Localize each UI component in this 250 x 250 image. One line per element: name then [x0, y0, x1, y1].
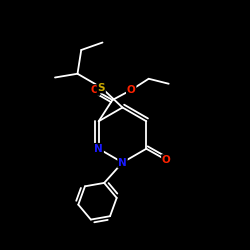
- Text: O: O: [162, 155, 171, 165]
- Text: N: N: [118, 158, 127, 168]
- Text: N: N: [94, 144, 103, 154]
- Text: O: O: [127, 85, 136, 95]
- Text: S: S: [98, 82, 105, 92]
- Text: O: O: [90, 85, 99, 95]
